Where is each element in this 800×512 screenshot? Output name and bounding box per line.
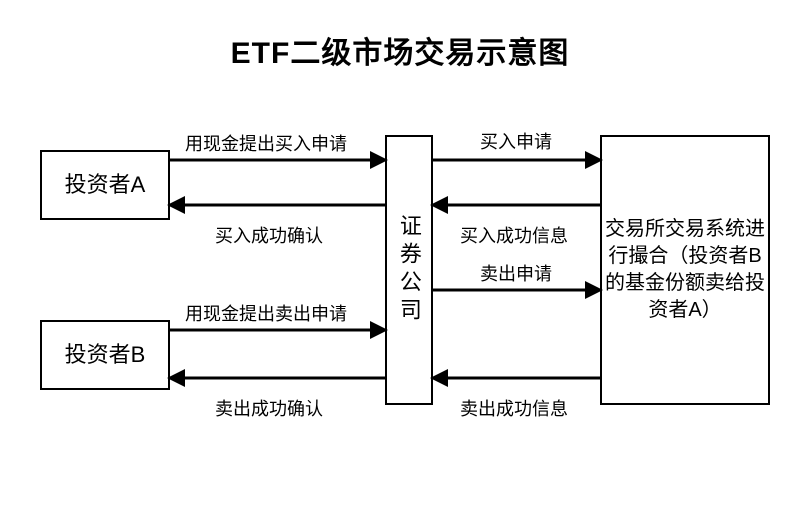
edge-label-lbl-b-sell-req: 用现金提出卖出申请	[185, 300, 347, 326]
edge-label-lbl-ex-sell-info: 卖出成功信息	[460, 395, 568, 421]
node-investor-a-label: 投资者A	[65, 170, 146, 200]
node-broker-label: 证券公司	[394, 214, 424, 326]
edge-label-lbl-ex-buy-req: 买入申请	[480, 128, 552, 154]
edge-label-lbl-ex-sell-req: 卖出申请	[480, 260, 552, 286]
node-investor-b-label: 投资者B	[65, 340, 146, 370]
edge-label-lbl-ex-buy-info: 买入成功信息	[460, 222, 568, 248]
edge-label-lbl-a-buy-req: 用现金提出买入申请	[185, 130, 347, 156]
node-exchange-label: 交易所交易系统进行撮合（投资者B的基金份额卖给投资者A）	[602, 216, 768, 324]
node-broker: 证券公司	[385, 135, 433, 405]
node-investor-b: 投资者B	[40, 320, 170, 390]
node-exchange: 交易所交易系统进行撮合（投资者B的基金份额卖给投资者A）	[600, 135, 770, 405]
diagram-title: ETF二级市场交易示意图	[0, 28, 800, 72]
edge-label-lbl-b-sell-conf: 卖出成功确认	[215, 395, 323, 421]
node-investor-a: 投资者A	[40, 150, 170, 220]
edge-label-lbl-a-buy-conf: 买入成功确认	[215, 222, 323, 248]
